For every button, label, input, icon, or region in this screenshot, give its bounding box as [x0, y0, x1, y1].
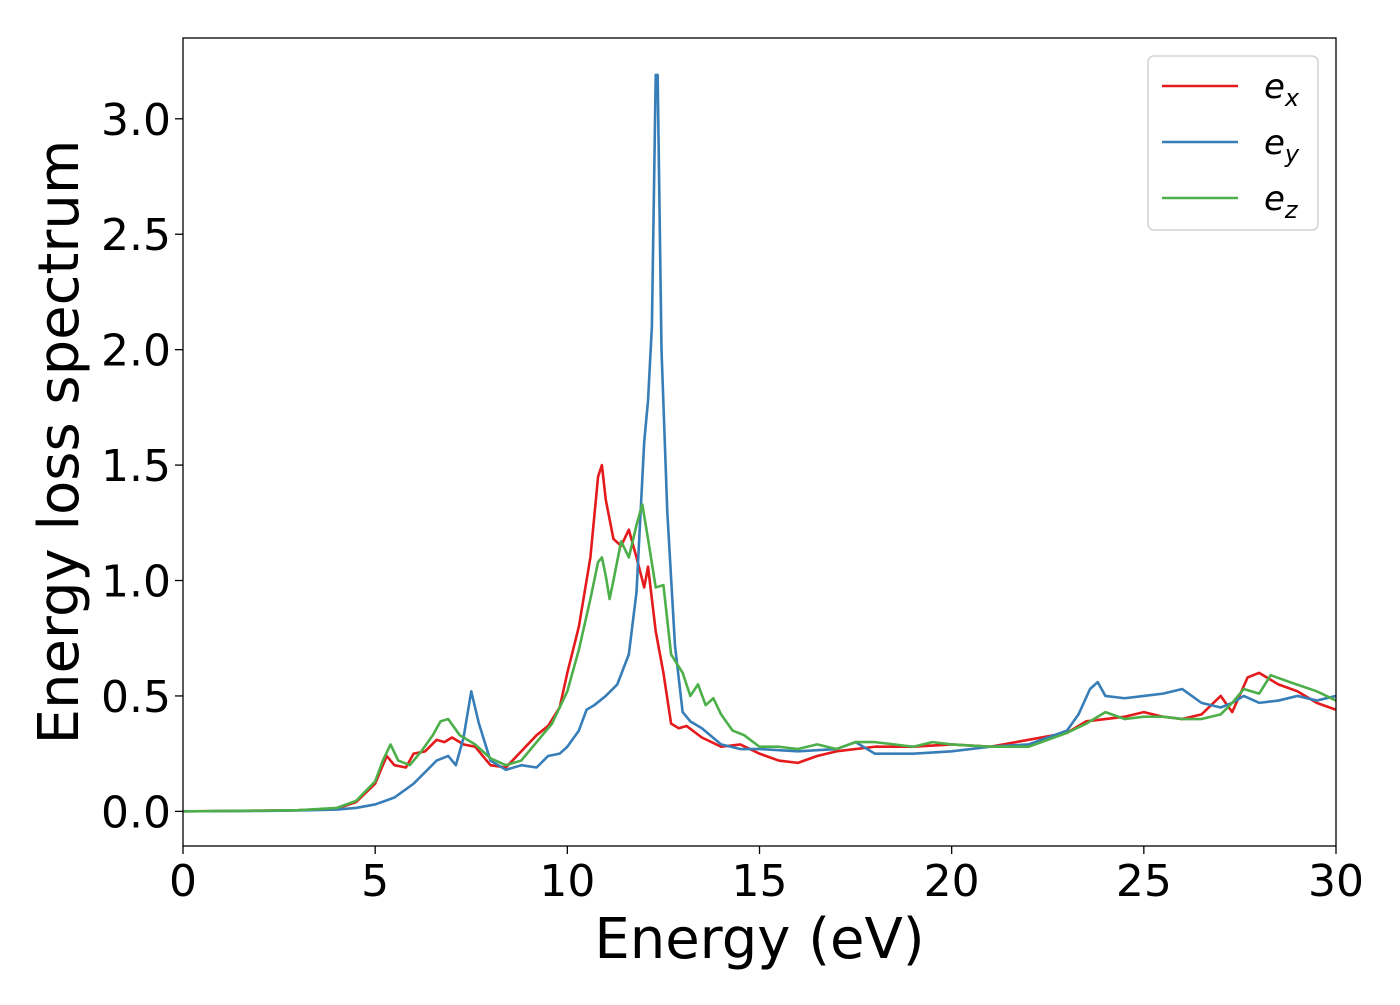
y-tick-label: 2.5	[101, 210, 171, 261]
x-tick-label: 25	[1116, 856, 1172, 907]
y-tick-label: 2.0	[101, 326, 171, 377]
y-tick-label: 1.0	[101, 557, 171, 608]
y-tick-label: 0.5	[101, 672, 171, 723]
x-tick-label: 10	[539, 856, 595, 907]
x-tick-label: 20	[924, 856, 980, 907]
plot-area	[183, 73, 1336, 813]
y-tick-label: 3.0	[101, 95, 171, 146]
y-axis-title: Energy loss spectrum	[27, 140, 92, 745]
x-tick-label: 30	[1308, 856, 1364, 907]
legend-label-subscript: y	[1284, 140, 1300, 168]
series-line-ez	[183, 503, 1336, 813]
series-line-ex	[183, 463, 1336, 813]
x-tick-label: 15	[732, 856, 788, 907]
series-line-ey	[183, 73, 1336, 813]
axes: 0 5 10 15 20 25 30 0.0 0.5 1.0 1.5 2.0 2.5 3.0	[101, 37, 1364, 907]
x-tick-label: 5	[361, 856, 389, 907]
legend-label-ey: ey	[1264, 123, 1300, 168]
legend-label-base: e	[1264, 67, 1285, 107]
legend-label-ex: ex	[1264, 67, 1300, 112]
legend-label-base: e	[1264, 123, 1285, 163]
legend-label-subscript: x	[1284, 84, 1300, 112]
legend-label-ez: ez	[1264, 179, 1299, 224]
legend-label-base: e	[1264, 179, 1285, 219]
y-tick-label: 1.5	[101, 441, 171, 492]
x-axis-title: Energy (eV)	[594, 907, 924, 972]
legend-label-subscript: z	[1284, 196, 1299, 224]
x-tick-label: 0	[169, 856, 197, 907]
y-tick-label: 0.0	[101, 787, 171, 838]
